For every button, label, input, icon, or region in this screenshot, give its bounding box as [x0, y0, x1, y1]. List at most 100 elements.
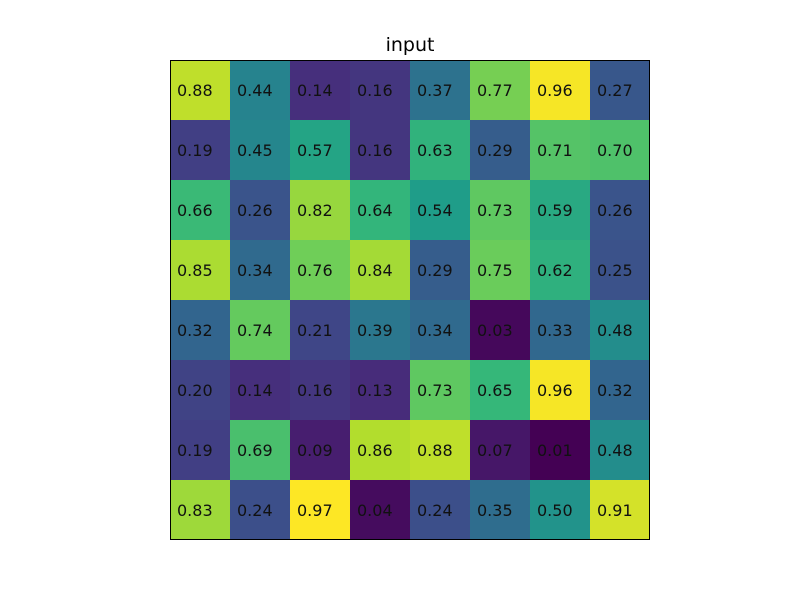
heatmap-cell	[410, 240, 470, 300]
heatmap-cell	[410, 60, 470, 120]
heatmap-cell	[230, 360, 290, 420]
cell-value-label: 0.96	[537, 381, 573, 400]
cell-value-label: 0.74	[237, 321, 273, 340]
heatmap-cell	[530, 180, 590, 240]
cell-value-label: 0.97	[297, 501, 333, 520]
heatmap-cell	[530, 480, 590, 540]
cell-value-label: 0.44	[237, 81, 273, 100]
cell-value-label: 0.70	[597, 141, 633, 160]
heatmap-cell	[290, 420, 350, 480]
chart-title: input	[385, 34, 435, 56]
heatmap-cell	[350, 120, 410, 180]
heatmap-cell	[470, 240, 530, 300]
heatmap-cell	[470, 180, 530, 240]
heatmap-cell	[410, 360, 470, 420]
cell-value-label: 0.34	[417, 321, 453, 340]
heatmap-cell	[590, 120, 650, 180]
heatmap-cell	[290, 120, 350, 180]
cell-value-label: 0.84	[357, 261, 393, 280]
heatmap-cell	[230, 60, 290, 120]
cell-value-label: 0.85	[177, 261, 213, 280]
cell-value-label: 0.01	[537, 441, 573, 460]
heatmap-cell	[170, 480, 230, 540]
cell-value-label: 0.39	[357, 321, 393, 340]
cell-value-label: 0.37	[417, 81, 453, 100]
heatmap-cell	[350, 360, 410, 420]
cell-value-label: 0.66	[177, 201, 213, 220]
heatmap-cell	[590, 360, 650, 420]
cell-value-label: 0.32	[597, 381, 633, 400]
cell-value-label: 0.26	[237, 201, 273, 220]
cell-value-label: 0.26	[597, 201, 633, 220]
heatmap-cell	[350, 300, 410, 360]
cell-value-label: 0.14	[237, 381, 273, 400]
heatmap-cell	[590, 480, 650, 540]
heatmap-cell	[530, 420, 590, 480]
cell-value-label: 0.29	[417, 261, 453, 280]
cell-value-label: 0.16	[297, 381, 333, 400]
heatmap-cell	[530, 120, 590, 180]
heatmap-cell	[530, 300, 590, 360]
heatmap-cell	[170, 120, 230, 180]
heatmap-cell	[230, 120, 290, 180]
cell-value-label: 0.09	[297, 441, 333, 460]
heatmap-cell	[530, 240, 590, 300]
heatmap-cell	[230, 180, 290, 240]
cell-value-label: 0.34	[237, 261, 273, 280]
cell-value-label: 0.91	[597, 501, 633, 520]
heatmap-cell	[290, 240, 350, 300]
heatmap-cell	[230, 240, 290, 300]
heatmap-cell	[590, 420, 650, 480]
cell-value-label: 0.20	[177, 381, 213, 400]
cell-value-label: 0.82	[297, 201, 333, 220]
heatmap-cell	[590, 300, 650, 360]
heatmap-cell	[410, 480, 470, 540]
cell-value-label: 0.19	[177, 441, 213, 460]
cell-value-label: 0.83	[177, 501, 213, 520]
cell-value-label: 0.88	[417, 441, 453, 460]
cell-value-label: 0.62	[537, 261, 573, 280]
heatmap-cell	[230, 300, 290, 360]
cell-value-label: 0.13	[357, 381, 393, 400]
heatmap-cell	[470, 360, 530, 420]
heatmap-cell	[470, 60, 530, 120]
cell-value-label: 0.50	[537, 501, 573, 520]
cell-value-label: 0.76	[297, 261, 333, 280]
heatmap-cell	[170, 300, 230, 360]
cell-value-label: 0.32	[177, 321, 213, 340]
heatmap-cell	[290, 360, 350, 420]
cell-value-label: 0.69	[237, 441, 273, 460]
heatmap-cell	[290, 60, 350, 120]
cell-value-label: 0.71	[537, 141, 573, 160]
cell-value-label: 0.16	[357, 141, 393, 160]
cell-value-label: 0.04	[357, 501, 393, 520]
heatmap-cell	[230, 420, 290, 480]
heatmap-cell	[470, 420, 530, 480]
cell-value-label: 0.96	[537, 81, 573, 100]
cell-value-label: 0.73	[477, 201, 513, 220]
cell-value-label: 0.57	[297, 141, 333, 160]
cell-value-label: 0.07	[477, 441, 513, 460]
cell-value-label: 0.24	[417, 501, 453, 520]
heatmap-cell	[350, 240, 410, 300]
heatmap-cell	[470, 300, 530, 360]
heatmap-cell	[350, 180, 410, 240]
cell-value-label: 0.63	[417, 141, 453, 160]
heatmap-cell	[290, 180, 350, 240]
cell-value-label: 0.16	[357, 81, 393, 100]
heatmap-cell	[350, 420, 410, 480]
heatmap-cell	[170, 180, 230, 240]
heatmap-cell	[230, 480, 290, 540]
cell-value-label: 0.88	[177, 81, 213, 100]
heatmap-cell	[530, 360, 590, 420]
heatmap-cell	[590, 60, 650, 120]
cell-value-label: 0.65	[477, 381, 513, 400]
cell-value-label: 0.48	[597, 321, 633, 340]
cell-value-label: 0.21	[297, 321, 333, 340]
heatmap-cell	[170, 360, 230, 420]
cell-value-label: 0.19	[177, 141, 213, 160]
cell-value-label: 0.59	[537, 201, 573, 220]
cell-value-label: 0.14	[297, 81, 333, 100]
heatmap-cell	[290, 300, 350, 360]
